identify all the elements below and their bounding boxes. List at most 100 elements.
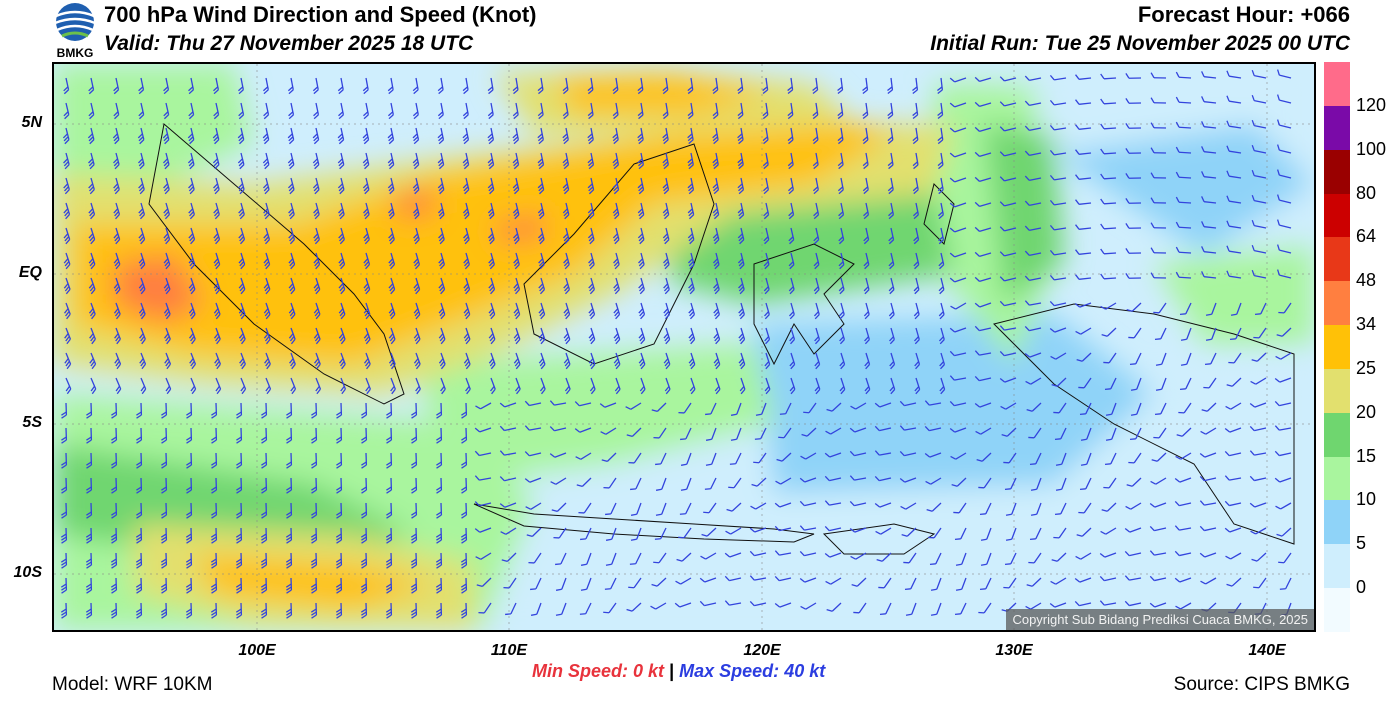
- wind-barb: [411, 452, 418, 469]
- wind-barb: [1028, 427, 1042, 439]
- wind-barb: [774, 502, 792, 508]
- colorbar-segment: [1324, 62, 1350, 107]
- wind-barb: [889, 352, 896, 370]
- wind-barb: [524, 400, 542, 407]
- wind-barb: [824, 475, 842, 482]
- wind-barb: [337, 177, 345, 195]
- wind-barb: [687, 202, 695, 220]
- wind-barb: [1124, 600, 1142, 607]
- wind-barb: [687, 177, 695, 195]
- wind-barb: [814, 352, 821, 370]
- wind-barb: [1024, 150, 1042, 156]
- wind-barb: [211, 427, 218, 444]
- wind-barb: [363, 102, 369, 120]
- wind-barb: [712, 152, 719, 170]
- wind-barb: [387, 127, 395, 145]
- wind-barb: [115, 377, 122, 395]
- wind-barb: [851, 577, 867, 587]
- wind-barb: [488, 252, 495, 270]
- wind-barb: [705, 402, 717, 416]
- wind-barb: [487, 177, 495, 195]
- wind-barb: [361, 402, 368, 419]
- wind-barb: [1150, 147, 1167, 154]
- wind-barb: [462, 202, 470, 220]
- wind-barb: [779, 402, 792, 415]
- wind-barb: [186, 427, 193, 444]
- wind-barb: [1024, 300, 1042, 306]
- wind-barb: [737, 127, 744, 145]
- wind-barb: [163, 102, 170, 120]
- wind-barb: [1224, 451, 1242, 457]
- wind-barb: [555, 577, 567, 591]
- wind-barb: [924, 425, 942, 432]
- wind-barb: [899, 425, 917, 431]
- wind-barb: [1026, 402, 1042, 412]
- wind-barb: [361, 477, 368, 494]
- wind-barb: [655, 452, 667, 466]
- wind-barb: [336, 477, 343, 494]
- wind-barb: [587, 177, 595, 195]
- wind-barb: [663, 277, 670, 295]
- wind-barb: [949, 375, 967, 381]
- wind-barb: [1005, 527, 1017, 541]
- wind-barb: [824, 525, 842, 532]
- wind-barb: [311, 402, 318, 419]
- wind-barb: [703, 502, 717, 514]
- wind-barb: [387, 77, 394, 95]
- wind-barb: [587, 102, 594, 120]
- wind-barb: [699, 600, 717, 607]
- wind-barb: [363, 352, 371, 370]
- wind-barb: [1251, 552, 1267, 562]
- wind-barb: [310, 527, 318, 544]
- wind-barb: [938, 252, 945, 270]
- wind-barb: [863, 277, 870, 295]
- wind-barb: [1054, 502, 1067, 516]
- wind-barb: [362, 127, 370, 145]
- wind-barb: [814, 377, 821, 395]
- lon-label-140e: 140E: [1248, 642, 1286, 659]
- wind-barb: [705, 452, 717, 466]
- wind-barb: [86, 402, 93, 419]
- wind-barb: [1251, 119, 1267, 129]
- wind-barb: [579, 602, 592, 615]
- wind-barb: [288, 277, 296, 295]
- wind-barb: [163, 202, 170, 220]
- wind-barb: [612, 227, 620, 245]
- wind-barb: [1075, 74, 1092, 80]
- wind-barb: [185, 602, 193, 619]
- wind-barb: [1279, 577, 1292, 590]
- wind-barb: [976, 452, 992, 462]
- wind-barb: [887, 127, 894, 145]
- wind-barb: [1201, 196, 1217, 204]
- wind-barb: [975, 427, 992, 435]
- wind-barb: [1126, 302, 1142, 312]
- wind-barb: [360, 602, 368, 619]
- wind-barb: [186, 502, 193, 519]
- wind-barb: [999, 101, 1017, 107]
- wind-barb: [437, 177, 445, 195]
- wind-barb: [812, 152, 819, 170]
- wind-barb: [763, 177, 770, 195]
- wind-barb: [951, 477, 967, 487]
- wind-barb: [655, 477, 667, 491]
- colorbar-segment: [1324, 325, 1350, 370]
- wind-barb: [1203, 377, 1217, 389]
- wind-barb: [1078, 502, 1092, 514]
- colorbar-label: 120: [1356, 94, 1387, 115]
- wind-barb: [512, 177, 520, 195]
- wind-barb: [787, 77, 794, 95]
- wind-barb: [360, 577, 368, 594]
- wind-barb: [163, 252, 171, 270]
- wind-barb: [411, 427, 418, 444]
- wind-barb: [904, 577, 917, 590]
- wind-barb: [949, 227, 967, 233]
- wind-barb: [538, 302, 546, 320]
- lon-label-110e: 110E: [490, 642, 528, 659]
- wind-barb: [413, 327, 421, 345]
- wind-barb: [1175, 271, 1192, 279]
- wind-barb: [588, 252, 595, 270]
- wind-barb: [188, 177, 195, 195]
- wind-barb: [688, 277, 695, 295]
- wind-barb: [1150, 247, 1167, 254]
- wind-barb: [88, 102, 95, 120]
